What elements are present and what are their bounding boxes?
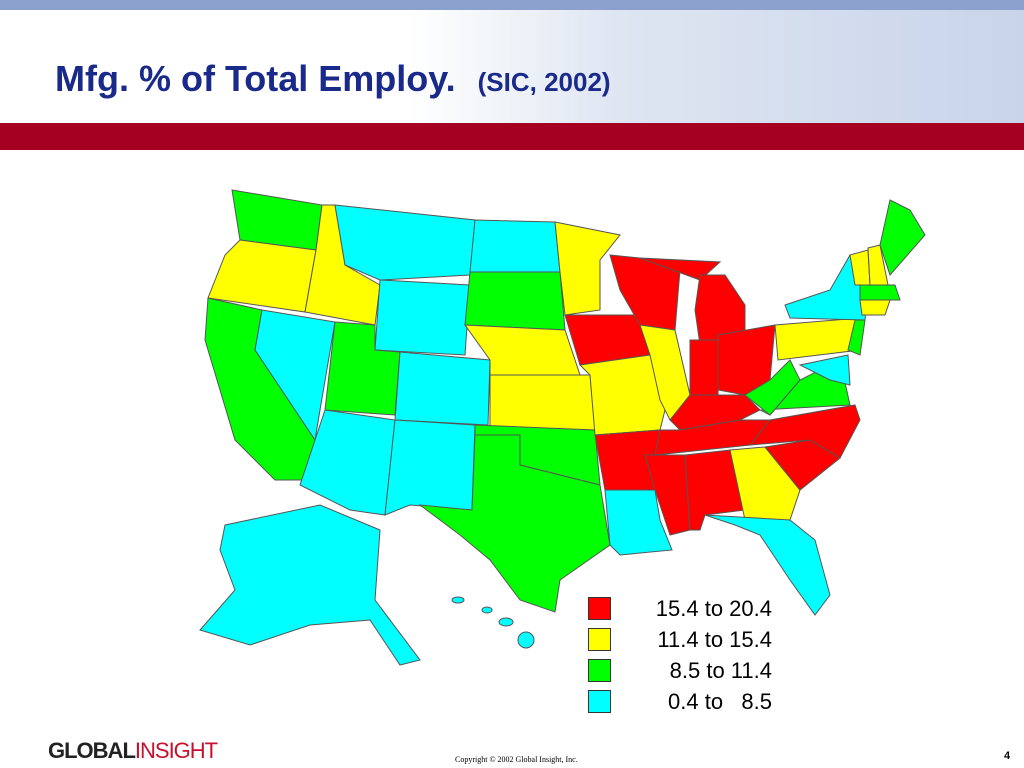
top-band xyxy=(0,0,1024,10)
legend-swatch xyxy=(588,659,611,682)
state xyxy=(859,284,901,301)
state xyxy=(374,279,471,356)
title: Mfg. % of Total Employ. (SIC, 2002) xyxy=(55,58,611,100)
state xyxy=(384,419,476,516)
state xyxy=(748,404,861,459)
state xyxy=(729,446,801,521)
header-background xyxy=(0,0,1024,123)
legend-label: 8.5 to 11.4 xyxy=(669,658,772,683)
page-number: 4 xyxy=(1004,750,1011,762)
state xyxy=(859,299,891,316)
state xyxy=(798,354,851,386)
state xyxy=(774,317,861,361)
logo-bold: GLOBAL xyxy=(48,738,136,763)
state xyxy=(704,514,831,616)
red-band xyxy=(0,123,1024,150)
legend-label: 0.4 to 8.5 xyxy=(668,689,772,714)
state xyxy=(554,221,621,316)
state xyxy=(199,504,421,666)
state xyxy=(207,239,317,313)
state xyxy=(394,351,491,426)
state xyxy=(254,309,336,442)
legend-label: 15.4 to 20.4 xyxy=(655,596,772,621)
title-note: (SIC, 2002) xyxy=(477,67,611,97)
legend-item: 11.4 to 15.4 xyxy=(588,627,778,652)
legend-item: 0.4 to 8.5 xyxy=(588,689,778,714)
state xyxy=(644,454,691,536)
state xyxy=(469,219,561,273)
legend-swatch xyxy=(588,690,611,713)
state xyxy=(847,319,866,356)
copyright: Copyright © 2002 Global Insight, Inc. xyxy=(455,755,578,764)
state xyxy=(451,596,465,604)
state xyxy=(481,606,493,614)
logo-light: INSIGHT xyxy=(134,738,218,763)
legend-item: 15.4 to 20.4 xyxy=(588,596,778,621)
title-main: Mfg. % of Total Employ. xyxy=(55,58,456,99)
legend-swatch xyxy=(588,628,611,651)
state xyxy=(879,199,926,276)
state xyxy=(517,631,535,649)
legend-item: 8.5 to 11.4 xyxy=(588,658,778,683)
state xyxy=(334,204,476,281)
legend-swatch xyxy=(588,597,611,620)
state xyxy=(498,617,514,627)
legend-label: 11.4 to 15.4 xyxy=(657,627,772,652)
state xyxy=(464,271,566,331)
state xyxy=(489,374,596,431)
state xyxy=(744,359,801,416)
logo: GLOBALINSIGHT xyxy=(48,738,218,764)
state xyxy=(418,434,611,613)
